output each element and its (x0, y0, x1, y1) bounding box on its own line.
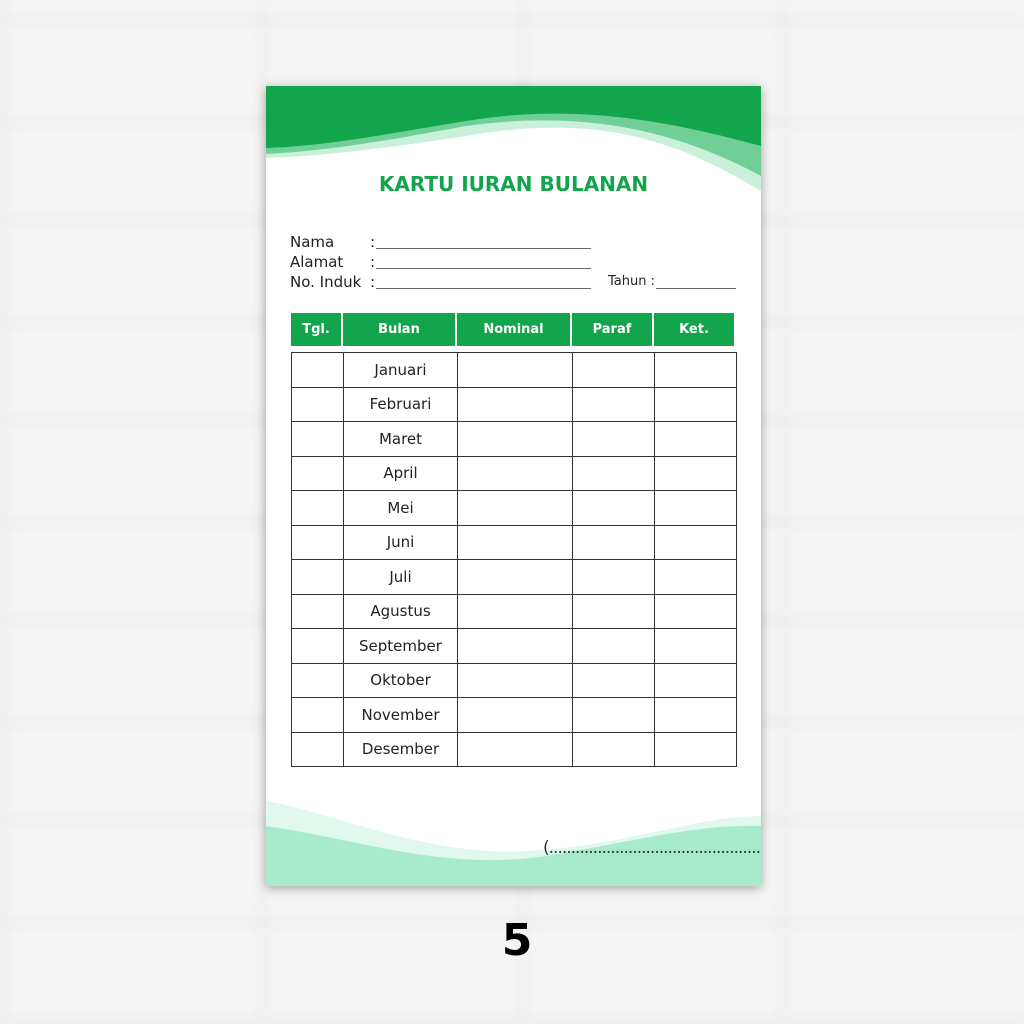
paraf-cell[interactable] (572, 628, 655, 664)
month-cell: April (343, 455, 458, 491)
tgl-cell[interactable] (291, 593, 344, 629)
header-tgl: Tgl. (291, 313, 341, 346)
tgl-cell[interactable] (291, 559, 344, 595)
table-header: Tgl. Bulan Nominal Paraf Ket. (289, 313, 736, 346)
tgl-cell[interactable] (291, 386, 344, 422)
page-number: 5 (501, 915, 533, 966)
nominal-cell[interactable] (457, 455, 573, 491)
tgl-cell[interactable] (291, 352, 344, 388)
nominal-cell[interactable] (457, 524, 573, 560)
month-cell: Desember (343, 731, 458, 767)
paraf-cell[interactable] (572, 352, 655, 388)
tgl-cell[interactable] (291, 662, 344, 698)
tgl-cell[interactable] (291, 697, 344, 733)
nominal-cell[interactable] (457, 559, 573, 595)
nominal-cell[interactable] (457, 697, 573, 733)
paraf-cell[interactable] (572, 731, 655, 767)
ket-cell[interactable] (654, 731, 737, 767)
nominal-cell[interactable] (457, 593, 573, 629)
header-bulan: Bulan (343, 313, 455, 346)
tgl-cell[interactable] (291, 628, 344, 664)
ket-cell[interactable] (654, 628, 737, 664)
paraf-cell[interactable] (572, 421, 655, 457)
ket-cell[interactable] (654, 386, 737, 422)
tgl-cell[interactable] (291, 421, 344, 457)
ket-cell[interactable] (654, 490, 737, 526)
month-cell: Maret (343, 421, 458, 457)
paraf-cell[interactable] (572, 386, 655, 422)
nominal-cell[interactable] (457, 386, 573, 422)
paraf-cell[interactable] (572, 490, 655, 526)
table-row: Juni (291, 524, 737, 560)
ket-cell[interactable] (654, 421, 737, 457)
table-row: Maret (291, 421, 737, 457)
month-cell: Februari (343, 386, 458, 422)
paraf-cell[interactable] (572, 559, 655, 595)
header-ket: Ket. (654, 313, 734, 346)
tgl-cell[interactable] (291, 455, 344, 491)
header-nominal: Nominal (457, 313, 570, 346)
month-cell: November (343, 697, 458, 733)
nominal-cell[interactable] (457, 490, 573, 526)
tgl-cell[interactable] (291, 524, 344, 560)
dues-card: KARTU IURAN BULANAN Nama: Alamat: No. In… (266, 86, 761, 886)
nominal-cell[interactable] (457, 421, 573, 457)
nominal-cell[interactable] (457, 628, 573, 664)
paraf-cell[interactable] (572, 455, 655, 491)
month-cell: Agustus (343, 593, 458, 629)
nominal-cell[interactable] (457, 662, 573, 698)
tgl-cell[interactable] (291, 490, 344, 526)
ket-cell[interactable] (654, 593, 737, 629)
month-cell: Juni (343, 524, 458, 560)
month-cell: Oktober (343, 662, 458, 698)
nominal-cell[interactable] (457, 731, 573, 767)
ket-cell[interactable] (654, 352, 737, 388)
table-row: September (291, 628, 737, 664)
signature-line: (.......................................… (543, 838, 761, 858)
paraf-cell[interactable] (572, 662, 655, 698)
paraf-cell[interactable] (572, 697, 655, 733)
month-cell: Januari (343, 352, 458, 388)
ket-cell[interactable] (654, 697, 737, 733)
dues-table: Januari Februari Maret April Mei Juni Juli Agus… (291, 352, 737, 767)
table-row: April (291, 455, 737, 491)
table-row: Mei (291, 490, 737, 526)
table-row: Desember (291, 731, 737, 767)
paraf-cell[interactable] (572, 593, 655, 629)
card-title: KARTU IURAN BULANAN (378, 172, 649, 196)
header-wave (266, 86, 761, 191)
table-row: Juli (291, 559, 737, 595)
month-cell: Juli (343, 559, 458, 595)
table-row: Januari (291, 352, 737, 388)
paraf-cell[interactable] (572, 524, 655, 560)
table-row: Februari (291, 386, 737, 422)
ket-cell[interactable] (654, 662, 737, 698)
month-cell: September (343, 628, 458, 664)
header-paraf: Paraf (572, 313, 652, 346)
ket-cell[interactable] (654, 524, 737, 560)
footer-wave (266, 801, 761, 886)
ket-cell[interactable] (654, 455, 737, 491)
table-row: Oktober (291, 662, 737, 698)
table-row: November (291, 697, 737, 733)
month-cell: Mei (343, 490, 458, 526)
year-field[interactable]: Tahun : (608, 274, 736, 289)
table-row: Agustus (291, 593, 737, 629)
nominal-cell[interactable] (457, 352, 573, 388)
tgl-cell[interactable] (291, 731, 344, 767)
ket-cell[interactable] (654, 559, 737, 595)
